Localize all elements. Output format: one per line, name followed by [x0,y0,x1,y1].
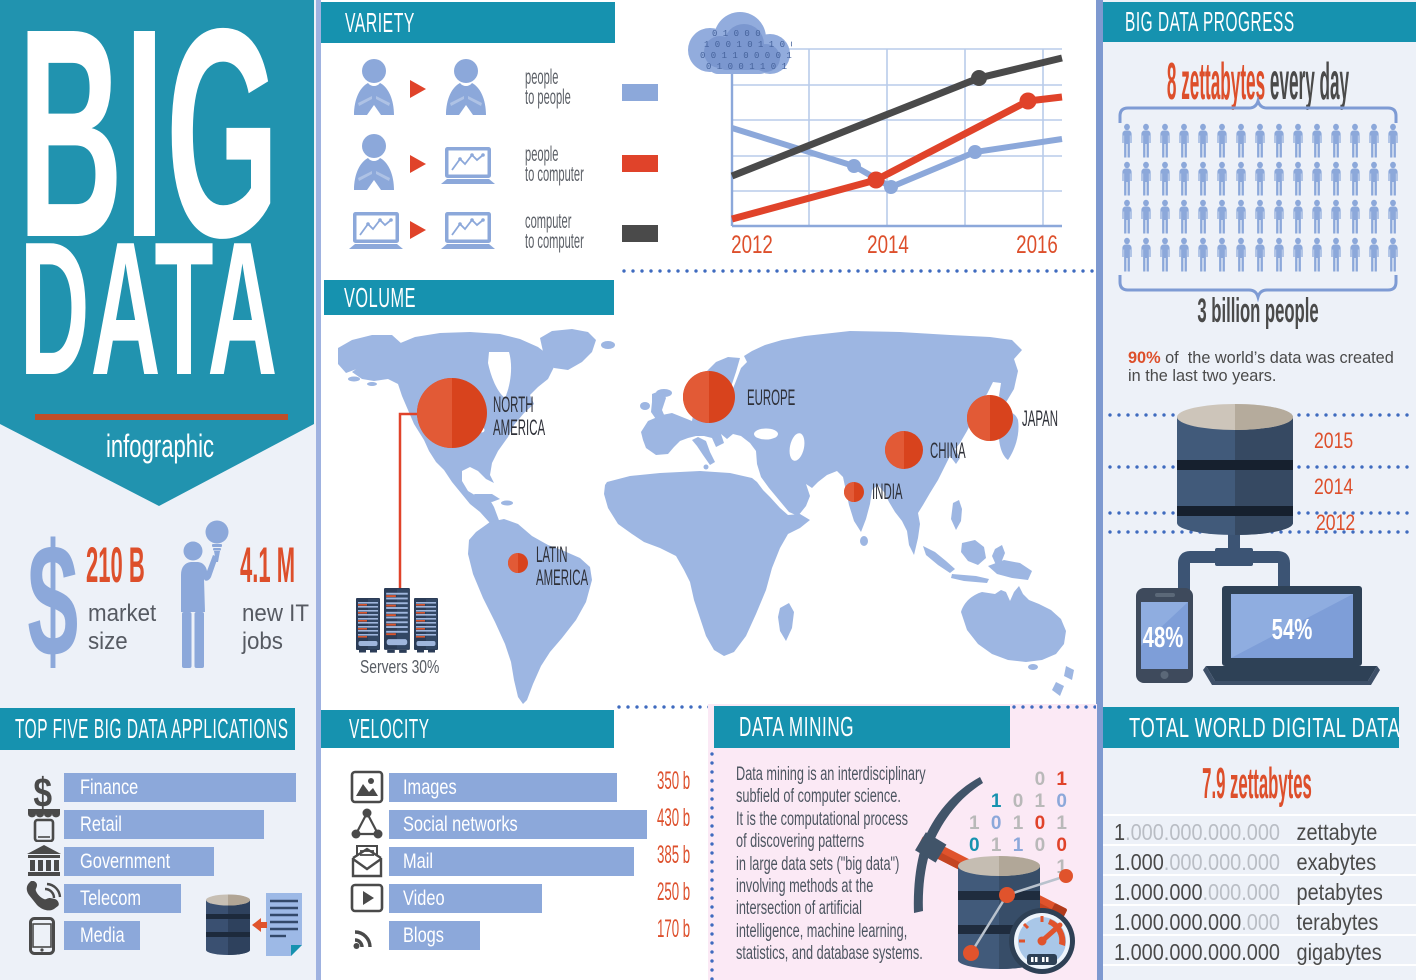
svg-text:1 0 0 1 0 1 1 0 0: 1 0 0 1 0 1 1 0 0 [704,40,792,50]
svg-text:0 1 0 0 0: 0 1 0 0 0 [712,29,761,39]
svg-text:0 1 0 0 1 1 0 1 0: 0 1 0 0 1 1 0 1 0 [706,62,792,72]
svg-text:0 0 1 1 0 0 0 0 1 1: 0 0 1 1 0 0 0 0 1 1 [700,51,792,61]
